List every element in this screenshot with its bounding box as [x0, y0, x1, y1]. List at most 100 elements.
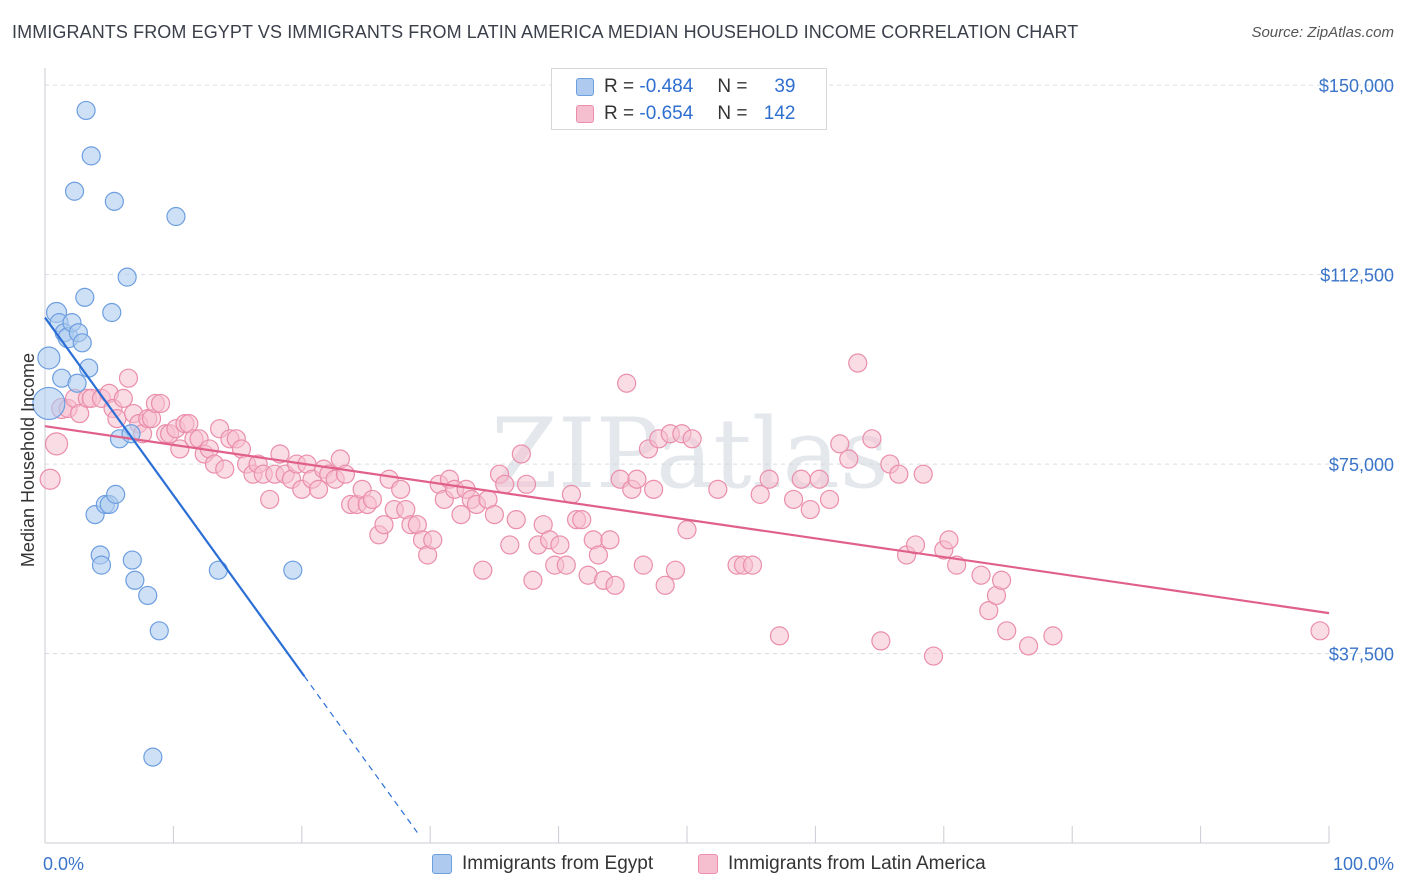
latam-point: [588, 545, 609, 565]
latam-point: [516, 474, 537, 494]
latam-point: [819, 489, 840, 510]
latam-point: [215, 459, 235, 479]
latam-point: [600, 530, 620, 550]
latam-point: [495, 474, 515, 494]
latam-r-value: -0.654: [639, 103, 694, 124]
egypt-point: [166, 206, 186, 227]
latam-point: [742, 555, 763, 575]
latam-n-label: N =: [717, 103, 748, 124]
watermark: ZIPatlas: [491, 398, 889, 510]
egypt-point: [283, 560, 303, 580]
legend-row-latam: R = -0.654 N = 142: [576, 102, 796, 126]
latam-point: [484, 505, 504, 525]
latam-point: [848, 353, 868, 373]
egypt-point: [125, 570, 145, 590]
egypt-trend-extension: [303, 675, 418, 833]
latam-point: [889, 464, 909, 484]
latam-point: [800, 499, 820, 520]
latam-point: [391, 479, 411, 499]
y-tick-label: $112,500: [1320, 266, 1394, 286]
latam-point: [923, 646, 944, 666]
egypt-point: [138, 585, 158, 606]
egypt-n-label: N =: [717, 76, 748, 97]
latam-n-value: 142: [763, 103, 796, 124]
latam-point: [1310, 621, 1330, 641]
latam-point: [708, 479, 728, 499]
latam-point: [550, 535, 570, 555]
latam-point: [939, 530, 959, 550]
x-tick-labels: 0.0% 100.0%: [43, 854, 1394, 874]
latam-point: [750, 484, 770, 504]
egypt-n-value: 39: [774, 76, 796, 97]
latam-point: [44, 432, 69, 456]
latam-point: [113, 388, 133, 408]
legend-item-latam: Immigrants from Latin America: [698, 853, 986, 875]
egypt-point: [37, 346, 61, 370]
egypt-point: [117, 267, 137, 287]
latam-r-label: R =: [604, 103, 635, 124]
legend-row-egypt: R = -0.484 N = 39: [576, 75, 796, 99]
latam-point: [783, 489, 804, 510]
latam-point: [862, 429, 882, 449]
series-legend: Immigrants from Egypt Immigrants from La…: [0, 851, 1406, 879]
egypt-r-value: -0.484: [639, 76, 694, 97]
latam-point: [769, 626, 790, 646]
egypt-swatch: [576, 78, 594, 96]
latam-point: [971, 565, 991, 585]
latam-point: [605, 575, 625, 595]
latam-points: [39, 353, 1330, 666]
latam-point: [374, 515, 394, 535]
egypt-point: [67, 373, 87, 393]
latam-point: [506, 510, 526, 530]
latam-point: [556, 555, 576, 575]
x-tick-label: 100.0%: [1333, 854, 1394, 874]
latam-point: [759, 469, 779, 489]
latam-point: [839, 449, 859, 469]
grid-lines: [45, 84, 1394, 655]
egypt-point: [143, 747, 163, 767]
latam-point: [1043, 626, 1063, 646]
egypt-point: [106, 484, 126, 504]
latam-point: [871, 631, 891, 651]
latam-point: [39, 468, 61, 490]
egypt-point: [81, 146, 101, 166]
latam-legend-swatch: [698, 854, 718, 874]
latam-point: [572, 510, 592, 530]
latam-point: [362, 489, 383, 510]
y-axis-title: Median Household Income: [18, 353, 38, 567]
correlation-legend: R = -0.484 N = 39 R = -0.654 N = 142: [551, 68, 827, 130]
egypt-point: [72, 333, 92, 353]
latam-point: [809, 469, 829, 489]
latam-point: [511, 444, 531, 464]
latam-point: [791, 469, 811, 489]
latam-swatch: [576, 105, 594, 123]
latam-point: [682, 429, 702, 449]
latam-point: [655, 575, 675, 595]
latam-point: [979, 600, 999, 621]
egypt-legend-swatch: [432, 854, 452, 874]
egypt-point: [122, 550, 142, 570]
latam-point: [150, 393, 171, 414]
legend-item-egypt: Immigrants from Egypt: [432, 853, 653, 875]
latam-point: [665, 560, 686, 580]
latam-point: [500, 535, 520, 555]
egypt-point: [91, 555, 112, 575]
latam-point: [308, 479, 329, 499]
latam-point: [270, 444, 290, 464]
chart-title: IMMIGRANTS FROM EGYPT VS IMMIGRANTS FROM…: [12, 22, 1079, 42]
egypt-point: [64, 181, 85, 201]
egypt-point: [32, 386, 66, 421]
latam-point: [260, 489, 280, 510]
latam-point: [561, 484, 582, 504]
latam-point: [451, 505, 471, 525]
latam-trend-line: [44, 425, 1330, 615]
y-tick-labels: $37,500 $75,000 $112,500 $150,000: [1319, 76, 1394, 664]
latam-legend-label: Immigrants from Latin America: [728, 853, 986, 874]
latam-point: [997, 621, 1017, 641]
latam-point: [423, 530, 443, 550]
latam-point: [644, 479, 664, 499]
x-tick-label: 0.0%: [43, 854, 84, 874]
latam-point: [1018, 636, 1039, 656]
latam-point: [677, 520, 697, 540]
latam-point: [991, 570, 1012, 590]
